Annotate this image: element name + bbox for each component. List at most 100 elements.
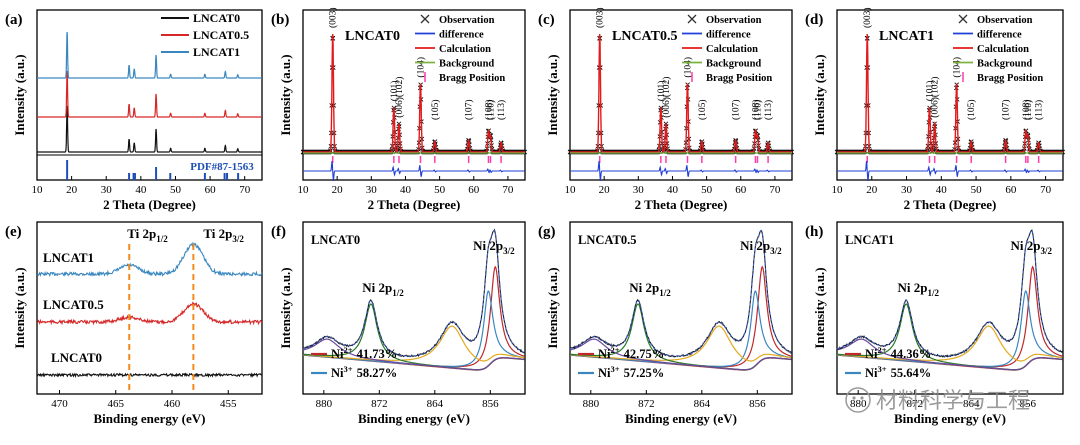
legend-entry: Observation xyxy=(977,15,1033,26)
peak-label-sub: 1/2 xyxy=(927,288,939,298)
legend-entry: LNCAT0.5 xyxy=(193,28,249,42)
x-tick-label: 50 xyxy=(434,184,446,196)
x-tick-label: 70 xyxy=(769,184,781,196)
wechat-icon xyxy=(845,387,871,413)
hkl-label: (003) xyxy=(862,7,873,28)
y-axis-label: Intensity (a.u.) xyxy=(812,267,827,348)
x-tick-label: 856 xyxy=(482,398,499,410)
x-axis-label: Binding energy (eV) xyxy=(625,411,737,426)
y-axis-label: Intensity (a.u.) xyxy=(12,54,27,135)
hkl-label: (101) xyxy=(389,81,400,102)
sample-label: LNCAT0.5 xyxy=(612,29,677,44)
x-tick-label: 20 xyxy=(66,184,78,196)
peak-label-name: Ni 2p xyxy=(629,280,659,295)
hkl-label: (108) xyxy=(1021,99,1032,120)
component-sat2 xyxy=(836,338,1063,371)
hkl-label: (107) xyxy=(731,99,742,120)
x-tick-label: 864 xyxy=(963,398,980,410)
legend-percentage: 42.75% xyxy=(624,347,665,361)
y-axis-label: Intensity (a.u.) xyxy=(278,267,293,348)
legend-entry: Ni2+ 41.73% xyxy=(331,345,397,361)
peak-label-sub: 1/2 xyxy=(392,288,404,298)
component-sat2 xyxy=(302,338,525,371)
x-tick-label: 460 xyxy=(164,398,181,410)
x-tick-label: 872 xyxy=(906,398,923,410)
fit-envelope xyxy=(836,229,1063,357)
hkl-label: (104) xyxy=(416,57,427,78)
legend-entry: difference xyxy=(977,30,1022,41)
legend-entry: difference xyxy=(439,30,484,41)
x-tick-label: 50 xyxy=(701,184,713,196)
peak-label-sub: 1/2 xyxy=(659,288,671,298)
x-tick-label: 30 xyxy=(901,184,913,196)
calculation-series xyxy=(303,33,525,153)
x-tick-label: 70 xyxy=(1040,184,1052,196)
legend-charge: 3+ xyxy=(878,364,887,374)
legend-entry: Observation xyxy=(439,15,495,26)
sample-label: LNCAT1 xyxy=(879,29,934,44)
legend-entry: Bragg Position xyxy=(977,73,1043,84)
x-tick-label: 864 xyxy=(694,398,711,410)
panel-h: 880 872 864 856 Binding energy (eV) Intensity… xyxy=(805,221,1064,426)
legend-entry: Ni2+ 42.75% xyxy=(598,345,664,361)
x-axis-label: Binding energy (eV) xyxy=(94,411,206,426)
hkl-label: (006)(102) xyxy=(930,77,941,118)
panel-label: (c) xyxy=(538,12,555,28)
panel-g: 880 872 864 856 Binding energy (eV) Intensity… xyxy=(538,221,793,426)
series-label: LNCAT1 xyxy=(43,250,94,265)
plot-frame xyxy=(302,221,526,395)
x-tick-label: 30 xyxy=(633,184,645,196)
legend-charge: 2+ xyxy=(344,345,353,355)
legend-charge: 3+ xyxy=(344,364,353,374)
legend-percentage: 57.25% xyxy=(624,366,665,380)
x-tick-label: 455 xyxy=(220,398,237,410)
peak-label-sub: 3/2 xyxy=(1040,246,1052,256)
x-tick-label: 20 xyxy=(866,184,878,196)
x-tick-label: 880 xyxy=(316,398,333,410)
legend-swatch xyxy=(958,14,968,24)
hkl-label: (113) xyxy=(1034,100,1045,120)
x-tick-label: 40 xyxy=(667,184,679,196)
panel-d: 10 20 30 40 50 60 70 2 Theta (Degree) Intensity … xyxy=(805,7,1066,212)
x-tick-label: 10 xyxy=(565,184,577,196)
legend-charge: 2+ xyxy=(611,345,620,355)
x-tick-label: 50 xyxy=(170,184,182,196)
hkl-label: (101) xyxy=(925,81,936,102)
legend-species: Ni xyxy=(865,366,878,380)
peak-label-sub: 3/2 xyxy=(503,246,515,256)
panel-label: (d) xyxy=(805,12,823,28)
component-sat xyxy=(570,325,792,362)
x-tick-label: 856 xyxy=(749,398,766,410)
y-axis-label: Intensity (a.u.) xyxy=(545,267,560,348)
x-tick-label: 40 xyxy=(936,184,948,196)
legend-entry: Calculation xyxy=(439,44,491,55)
peak-label-name: Ni 2p xyxy=(473,238,503,253)
panel-label: (a) xyxy=(5,12,23,28)
legend-charge: 3+ xyxy=(611,364,620,374)
panel-b: 10 20 30 40 50 60 70 2 Theta (Degree) Intensity … xyxy=(271,7,528,212)
x-tick-label: 872 xyxy=(638,398,655,410)
component-sat xyxy=(303,325,525,362)
legend-species: Ni xyxy=(598,347,611,361)
legend-entry: LNCAT0 xyxy=(193,11,240,25)
x-tick-label: 60 xyxy=(735,184,747,196)
legend-entry: Ni3+ 55.64% xyxy=(865,364,931,380)
x-tick-label: 20 xyxy=(599,184,611,196)
calculation-series xyxy=(570,33,792,153)
legend-species: Ni xyxy=(331,366,344,380)
x-tick-label: 60 xyxy=(1005,184,1017,196)
hkl-label: (113) xyxy=(763,100,774,120)
x-tick-label: 465 xyxy=(108,398,125,410)
sample-label: LNCAT1 xyxy=(845,233,894,247)
panel-label: (f) xyxy=(271,224,286,240)
difference-series xyxy=(837,160,1063,182)
hkl-label: (107) xyxy=(464,99,475,120)
x-axis-label: Binding energy (eV) xyxy=(894,411,1006,426)
hkl-label: (108) xyxy=(484,99,495,120)
panel-label: (h) xyxy=(805,224,823,240)
plot-frame xyxy=(302,9,526,181)
hkl-label: (105) xyxy=(966,99,977,120)
difference-series xyxy=(303,160,525,182)
hkl-label: (104) xyxy=(683,57,694,78)
x-tick-label: 872 xyxy=(371,398,388,410)
